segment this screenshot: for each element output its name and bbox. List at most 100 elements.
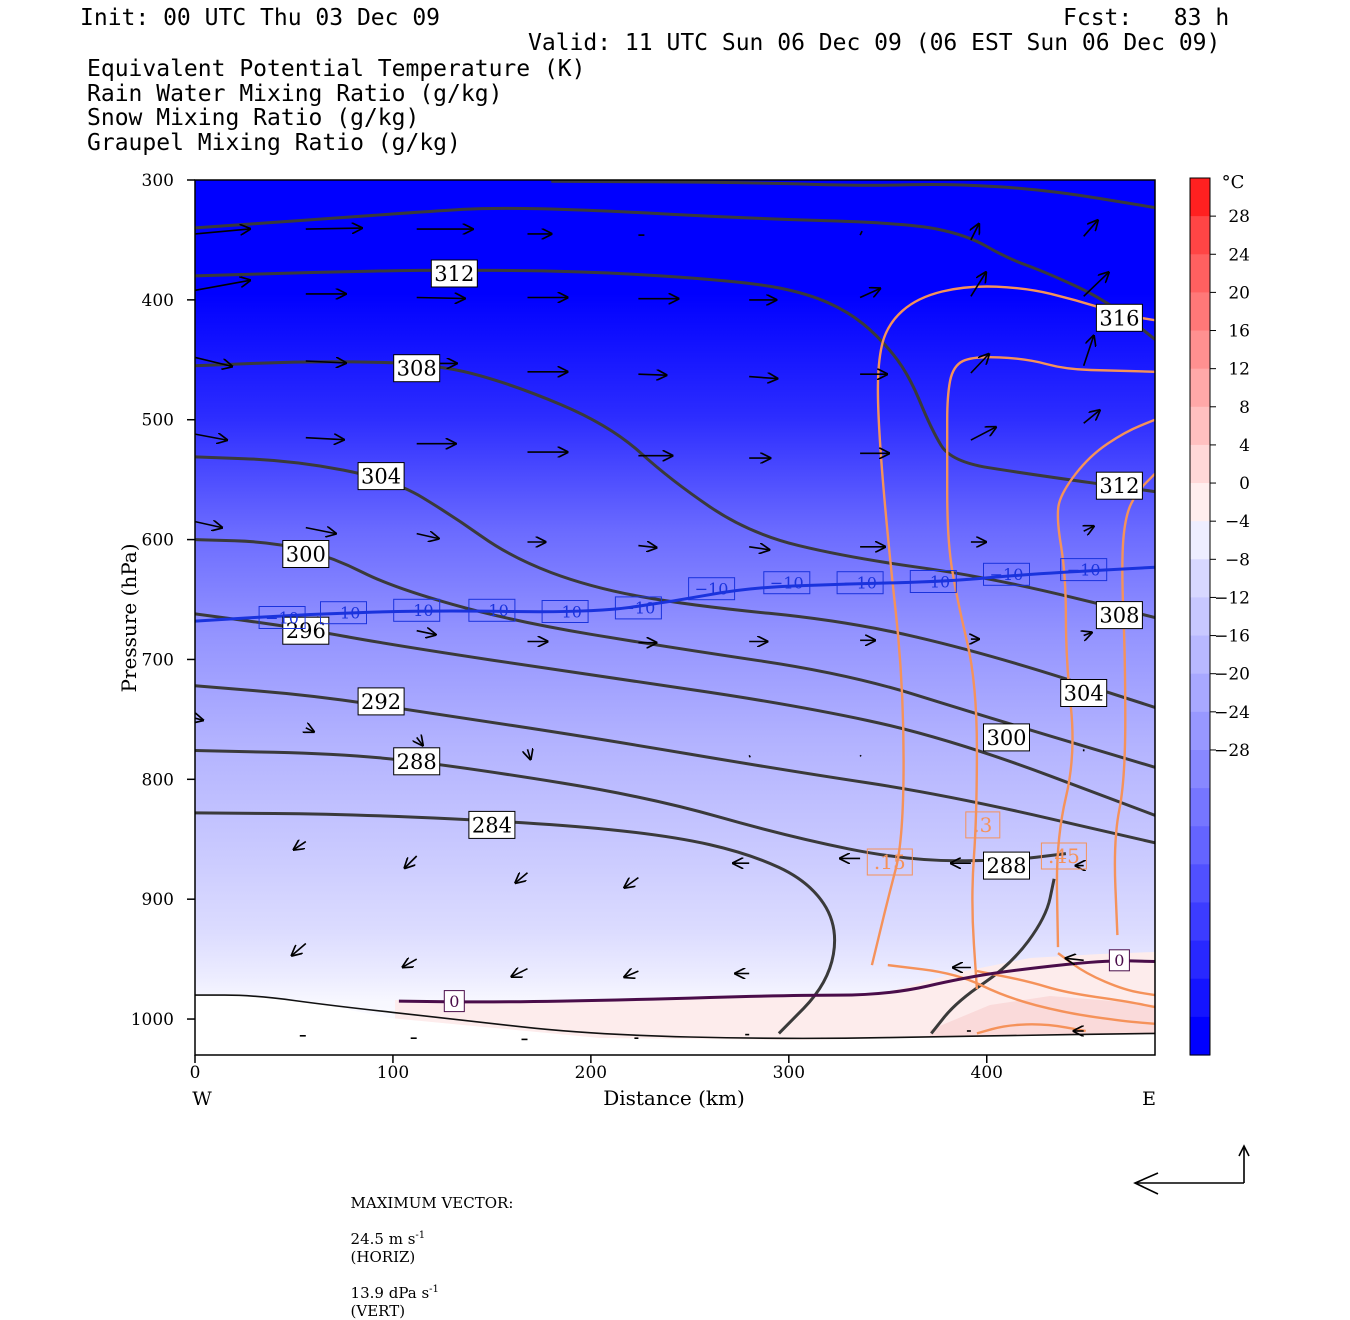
theta-e-line bbox=[195, 684, 1155, 845]
wind-vector bbox=[970, 272, 986, 297]
temperature-colorbar: 28 24 20 16 12 8 4 0 −4 −8 −12 −16 −20 −24 −28 bbox=[1189, 177, 1250, 1056]
theta-e-label: 288 bbox=[397, 750, 437, 774]
theta-e-label-box bbox=[1095, 303, 1143, 332]
isotherm-label: −10 bbox=[695, 580, 729, 599]
wind-vector bbox=[195, 229, 250, 234]
wind-vector bbox=[1066, 958, 1084, 960]
isotherm-label-box bbox=[393, 598, 441, 622]
colorbar-swatch bbox=[1190, 711, 1210, 751]
snow-label-box bbox=[1040, 842, 1087, 870]
wind-vector bbox=[416, 631, 436, 635]
ground-region bbox=[195, 994, 1155, 1055]
snow-label: .3 bbox=[973, 813, 992, 837]
axes: 300 400 500 600 700 800 900 1000 0 100 200 300 400 bbox=[131, 171, 1003, 1083]
x-tick-label: 400 bbox=[971, 1063, 1003, 1083]
theta-e-label: 312 bbox=[434, 262, 474, 286]
reference-vector-arrows bbox=[1133, 1144, 1250, 1195]
theta-e-label: 312 bbox=[1099, 474, 1139, 498]
colorbar-unit: °C bbox=[1222, 172, 1245, 193]
snow-contours bbox=[870, 285, 1155, 1035]
isotherm-label: −10 bbox=[843, 574, 877, 593]
y-tick-label: 600 bbox=[142, 531, 174, 551]
wind-vector bbox=[305, 438, 344, 440]
colorbar-label: 4 bbox=[1239, 436, 1250, 456]
theta-e-label-box bbox=[1060, 679, 1108, 707]
theta-e-label: 304 bbox=[1064, 682, 1104, 706]
theta-e-label-box bbox=[282, 540, 330, 568]
surface-line bbox=[195, 994, 1155, 1040]
wind-vector bbox=[294, 842, 307, 850]
wind-vector bbox=[971, 224, 979, 241]
snow-contour-line bbox=[976, 1023, 1086, 1035]
theta-e-line bbox=[195, 206, 1155, 341]
colorbar-label: 28 bbox=[1228, 207, 1250, 227]
isotherm-label: −10 bbox=[265, 608, 299, 627]
isotherm-label-box bbox=[688, 577, 736, 601]
snow-contour-line bbox=[945, 355, 1155, 990]
theta-e-label-box bbox=[983, 723, 1030, 752]
isotherm-label: −10 bbox=[475, 601, 509, 620]
plot-area: 312 308 304 300 296 292 288 284 316 312 308 304 300 2… bbox=[194, 179, 1156, 1056]
wind-vector bbox=[512, 969, 528, 977]
snow-label-box bbox=[866, 848, 913, 876]
colorbar-label: 0 bbox=[1239, 474, 1250, 494]
field-title-theta-e: Equivalent Potential Temperature (K) bbox=[87, 56, 586, 82]
x-tick-label: 0 bbox=[190, 1063, 201, 1083]
y-tick-label: 300 bbox=[142, 171, 174, 191]
colorbar-swatch bbox=[1190, 597, 1210, 637]
theta-e-label-box bbox=[1095, 601, 1143, 630]
colorbar-label: −8 bbox=[1225, 550, 1250, 570]
colorbar-label: 8 bbox=[1239, 398, 1250, 418]
theta-e-label: 300 bbox=[286, 543, 326, 567]
wind-vector bbox=[970, 427, 996, 441]
colorbar-swatch bbox=[1190, 749, 1210, 789]
isotherm-label: −10 bbox=[770, 574, 804, 593]
x-tick-label: 300 bbox=[773, 1063, 805, 1083]
colorbar-label: 20 bbox=[1228, 283, 1250, 303]
snow-contour-line bbox=[870, 285, 1155, 966]
theta-e-line bbox=[195, 612, 1155, 817]
isotherm-label-box bbox=[614, 596, 662, 620]
isotherm-label-box bbox=[1060, 558, 1108, 582]
wind-vector bbox=[416, 534, 439, 539]
isotherm-label: −10 bbox=[622, 599, 656, 618]
colorbar-swatch bbox=[1190, 978, 1210, 1018]
x-tick-label: 200 bbox=[575, 1063, 607, 1083]
wind-vector bbox=[305, 228, 362, 229]
isotherm-label-box bbox=[468, 598, 516, 622]
x-axis-west-label: W bbox=[192, 1088, 212, 1110]
colorbar-swatch bbox=[1190, 635, 1210, 675]
theta-e-label: 304 bbox=[361, 465, 401, 489]
isotherm-label-box bbox=[320, 601, 367, 625]
wind-vector bbox=[638, 546, 656, 548]
colorbar-swatch bbox=[1190, 216, 1210, 255]
theta-e-label-box bbox=[1095, 471, 1143, 500]
colorbar-swatch bbox=[1190, 673, 1210, 713]
field-title-graupel: Graupel Mixing Ratio (g/kg) bbox=[87, 130, 461, 156]
theta-e-label: 308 bbox=[1099, 604, 1139, 628]
colorbar-label: −4 bbox=[1225, 512, 1250, 532]
wind-vector bbox=[748, 754, 751, 758]
colorbar-swatch bbox=[1190, 826, 1210, 865]
isotherm-label-box bbox=[258, 606, 306, 629]
max-vector-label: MAXIMUM VECTOR: bbox=[350, 1194, 514, 1212]
valid-time: Valid: 11 UTC Sun 06 Dec 09 (06 EST Sun … bbox=[528, 30, 1221, 56]
reference-horizontal-arrowhead bbox=[1133, 1172, 1159, 1195]
snow-label-box bbox=[965, 811, 1001, 839]
colorbar-swatch bbox=[1190, 940, 1210, 980]
colorbar-swatch bbox=[1190, 406, 1210, 446]
colorbar-label: −20 bbox=[1214, 665, 1250, 685]
colorbar-swatch bbox=[1190, 902, 1210, 942]
theta-e-label: 296 bbox=[286, 619, 326, 643]
snow-contour-line bbox=[887, 963, 1155, 1025]
y-tick-label: 1000 bbox=[131, 1010, 174, 1030]
colorbar-swatch bbox=[1190, 864, 1210, 904]
colorbar-swatch bbox=[1190, 254, 1210, 293]
zero-isotherm-label-box bbox=[1108, 949, 1130, 972]
colorbar-swatch bbox=[1190, 178, 1210, 217]
wind-vector bbox=[403, 959, 418, 967]
wind-vectors bbox=[195, 220, 1109, 1041]
cross-section-chart: 3123083043002962922882843163123083043002… bbox=[117, 171, 1250, 1195]
theta-e-line bbox=[195, 749, 1067, 863]
horizontal-unit-exponent: -1 bbox=[415, 1230, 426, 1241]
